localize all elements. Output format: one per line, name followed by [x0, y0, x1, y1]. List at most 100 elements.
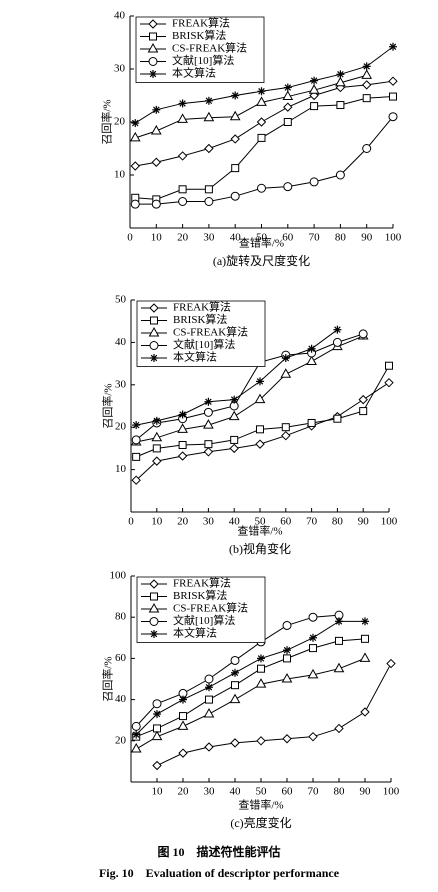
data-point [361, 69, 373, 79]
marker-shape [204, 197, 214, 206]
marker-shape [229, 443, 239, 454]
marker-shape [306, 355, 317, 365]
marker-shape [308, 84, 320, 94]
marker-shape [203, 447, 214, 457]
legend-label: 文献[10]算法 [173, 613, 235, 627]
data-point [257, 654, 265, 663]
marker-shape [204, 185, 213, 194]
data-point [389, 42, 397, 51]
x-tick-label: 30 [204, 786, 216, 798]
data-point [231, 681, 239, 690]
marker-shape [255, 678, 267, 688]
figure-caption: 图 10 描述符性能评估 [157, 844, 280, 859]
marker-shape [388, 76, 398, 86]
marker-shape [150, 316, 158, 325]
data-point [333, 325, 342, 334]
data-point [362, 62, 371, 71]
data-point [254, 393, 266, 404]
marker-shape [361, 634, 369, 643]
data-point [231, 668, 239, 677]
data-point [307, 344, 316, 353]
data-point [151, 157, 162, 167]
series-line [136, 638, 366, 738]
marker-shape [130, 743, 142, 753]
data-point [204, 674, 214, 684]
data-point [152, 456, 162, 466]
y-tick-label: 40 [115, 693, 127, 705]
marker-shape [231, 164, 240, 173]
marker-shape [257, 655, 265, 662]
legend-marker [148, 326, 160, 337]
x-tick-label: 100 [385, 232, 402, 244]
marker-shape [230, 134, 240, 144]
marker-shape [307, 668, 319, 679]
marker-shape [384, 377, 394, 388]
legend-label: FREAK算法 [172, 16, 230, 30]
legend-label: 本文算法 [172, 66, 216, 80]
chart-title: (a)旋转及尺度变化 [213, 253, 310, 268]
chart-title: (c)亮度变化 [230, 815, 291, 830]
x-tick-label: 80 [335, 232, 347, 244]
x-tick-label: 90 [360, 786, 372, 798]
series-line [135, 74, 367, 139]
marker-shape [178, 185, 187, 194]
data-point [177, 451, 188, 461]
marker-shape [283, 118, 292, 126]
y-tick-label: 80 [115, 611, 127, 623]
marker-shape [129, 131, 141, 142]
series-line [156, 663, 392, 766]
marker-shape [150, 592, 158, 601]
data-point [177, 720, 189, 730]
marker-shape [363, 63, 370, 70]
x-tick-label: 100 [381, 516, 398, 528]
marker-shape [149, 617, 159, 626]
marker-shape [254, 393, 266, 404]
data-point [257, 87, 266, 96]
data-point [205, 683, 213, 692]
x-tick-label: 70 [308, 786, 320, 798]
x-tick-label: 60 [282, 786, 294, 798]
data-point [335, 170, 345, 180]
data-point [203, 111, 215, 122]
data-point [335, 617, 343, 626]
marker-shape [362, 144, 372, 153]
legend-label: BRISK算法 [172, 28, 226, 42]
x-tick-label: 10 [151, 516, 163, 528]
legend-box [136, 300, 266, 367]
data-point [360, 707, 370, 717]
marker-shape [148, 19, 158, 29]
marker-shape [309, 634, 317, 642]
data-point [361, 617, 369, 626]
marker-shape [361, 69, 373, 79]
data-point [283, 83, 292, 92]
x-tick-label: 30 [203, 232, 215, 244]
x-axis-label: 查错率/% [239, 236, 284, 250]
data-point [309, 633, 317, 642]
data-point [205, 695, 213, 704]
data-point [333, 662, 345, 673]
marker-shape [256, 378, 264, 385]
y-tick-label: 50 [115, 294, 127, 306]
data-point [257, 664, 265, 673]
data-point [389, 92, 397, 101]
marker-shape [152, 456, 162, 466]
data-point [257, 133, 266, 142]
marker-shape [178, 197, 188, 206]
data-point [333, 414, 342, 423]
y-tick-label: 40 [114, 10, 126, 22]
marker-shape [204, 674, 214, 684]
data-point [256, 425, 264, 434]
data-point [256, 117, 267, 127]
marker-shape [177, 423, 188, 433]
marker-shape [132, 421, 140, 429]
data-point [151, 730, 163, 741]
data-point [336, 70, 345, 79]
legend-label: 本文算法 [173, 350, 217, 364]
marker-shape [389, 43, 397, 50]
marker-shape [151, 730, 163, 741]
series-line [135, 96, 394, 200]
data-point [256, 377, 264, 386]
marker-shape [230, 396, 238, 403]
data-point [178, 748, 188, 758]
marker-shape [310, 102, 319, 111]
